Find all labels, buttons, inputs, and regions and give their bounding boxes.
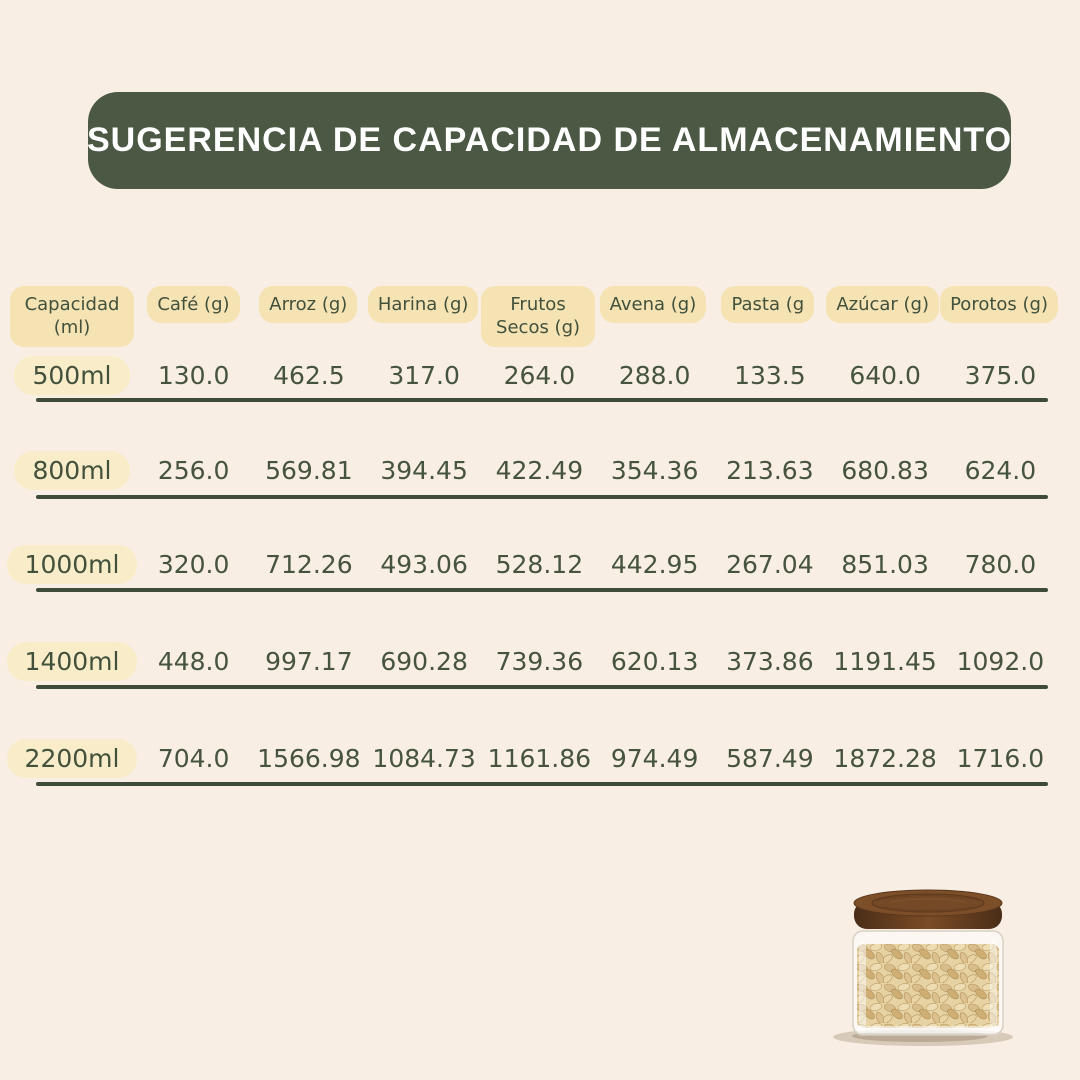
header-cell: Frutos Secos (g) <box>480 286 596 347</box>
header-chip-arroz: Arroz (g) <box>259 286 358 324</box>
table-row-500ml: 500ml 130.0 462.5 317.0 264.0 288.0 133.… <box>8 352 1058 398</box>
row-label-chip: 500ml <box>14 355 130 395</box>
header-cell: Café (g) <box>136 286 251 347</box>
value-cell: 587.49 <box>726 743 814 773</box>
value-cell: 448.0 <box>157 646 230 676</box>
value-cell: 256.0 <box>157 455 230 485</box>
value-cell: 320.0 <box>157 549 230 579</box>
row-label-chip: 800ml <box>14 450 130 490</box>
header-chip-porotos: Porotos (g) <box>940 286 1058 324</box>
value-cell: 442.95 <box>610 549 699 579</box>
value-cell: 493.06 <box>380 549 468 579</box>
value-cell: 130.0 <box>157 360 230 390</box>
value-cell: 317.0 <box>388 360 460 390</box>
row-label-cell: 1000ml <box>6 544 138 584</box>
value-cell: 528.12 <box>495 549 584 579</box>
header-chip-capacidad: Capacidad (ml) <box>10 286 134 347</box>
value-cell: 1161.86 <box>487 743 592 773</box>
value-cell: 851.03 <box>841 549 929 579</box>
row-divider <box>36 782 1048 786</box>
row-label-cell: 800ml <box>8 450 136 490</box>
row-label-cell: 1400ml <box>6 641 138 681</box>
header-cell: Porotos (g) <box>940 286 1058 347</box>
row-divider <box>36 685 1048 689</box>
page-title: SUGERENCIA DE CAPACIDAD DE ALMACENAMIENT… <box>86 121 1013 159</box>
row-label-chip: 2200ml <box>6 738 138 778</box>
value-cell: 213.63 <box>726 455 814 485</box>
value-cell: 1092.0 <box>956 646 1045 676</box>
row-label-chip: 1000ml <box>6 544 138 584</box>
value-cell: 780.0 <box>964 549 1037 579</box>
value-cell: 133.5 <box>734 360 806 390</box>
table-header-row: Capacidad (ml) Café (g) Arroz (g) Harina… <box>8 286 1058 347</box>
value-cell: 1872.28 <box>833 743 937 773</box>
table-row-800ml: 800ml 256.0 569.81 394.45 422.49 354.36 … <box>8 447 1058 493</box>
value-cell: 1566.98 <box>257 743 361 773</box>
value-cell: 690.28 <box>380 646 468 676</box>
value-cell: 620.13 <box>610 646 699 676</box>
row-divider <box>36 588 1048 592</box>
header-chip-avena: Avena (g) <box>599 286 707 324</box>
value-cell: 680.83 <box>841 455 929 485</box>
title-banner: SUGERENCIA DE CAPACIDAD DE ALMACENAMIENT… <box>86 92 1013 189</box>
table-row-1400ml: 1400ml 448.0 997.17 690.28 739.36 620.13… <box>6 638 1058 684</box>
header-cell: Pasta (g <box>710 286 825 347</box>
row-label-chip: 1400ml <box>6 641 138 681</box>
header-cell: Harina (g) <box>366 286 481 347</box>
value-cell: 462.5 <box>273 360 345 390</box>
row-divider <box>36 495 1048 499</box>
row-label-cell: 500ml <box>8 355 136 395</box>
value-cell: 704.0 <box>157 743 230 773</box>
value-cell: 640.0 <box>849 360 921 390</box>
row-divider <box>36 398 1048 402</box>
table-row-2200ml: 2200ml 704.0 1566.98 1084.73 1161.86 974… <box>6 735 1058 781</box>
header-cell: Azúcar (g) <box>825 286 940 347</box>
value-cell: 1084.73 <box>372 743 476 773</box>
header-chip-azucar: Azúcar (g) <box>826 286 940 324</box>
value-cell: 264.0 <box>503 360 576 390</box>
value-cell: 569.81 <box>265 455 353 485</box>
value-cell: 739.36 <box>495 646 584 676</box>
value-cell: 712.26 <box>265 549 353 579</box>
value-cell: 373.86 <box>726 646 814 676</box>
row-label-cell: 2200ml <box>6 738 138 778</box>
header-chip-harina: Harina (g) <box>367 286 479 324</box>
value-cell: 974.49 <box>610 743 699 773</box>
table-row-1000ml: 1000ml 320.0 712.26 493.06 528.12 442.95… <box>6 541 1058 587</box>
oats-jar-image <box>833 889 1013 1046</box>
value-cell: 288.0 <box>618 360 691 390</box>
value-cell: 422.49 <box>495 455 584 485</box>
value-cell: 1191.45 <box>833 646 937 676</box>
value-cell: 1716.0 <box>956 743 1045 773</box>
header-cell: Arroz (g) <box>251 286 366 347</box>
value-cell: 394.45 <box>380 455 468 485</box>
value-cell: 997.17 <box>265 646 353 676</box>
header-chip-pasta: Pasta (g <box>721 286 815 324</box>
header-chip-cafe: Café (g) <box>147 286 240 324</box>
value-cell: 375.0 <box>964 360 1037 390</box>
value-cell: 267.04 <box>726 549 814 579</box>
value-cell: 624.0 <box>964 455 1037 485</box>
value-cell: 354.36 <box>610 455 699 485</box>
header-cell: Avena (g) <box>595 286 710 347</box>
header-cell: Capacidad (ml) <box>8 286 136 347</box>
header-chip-frutos-secos: Frutos Secos (g) <box>480 286 596 347</box>
